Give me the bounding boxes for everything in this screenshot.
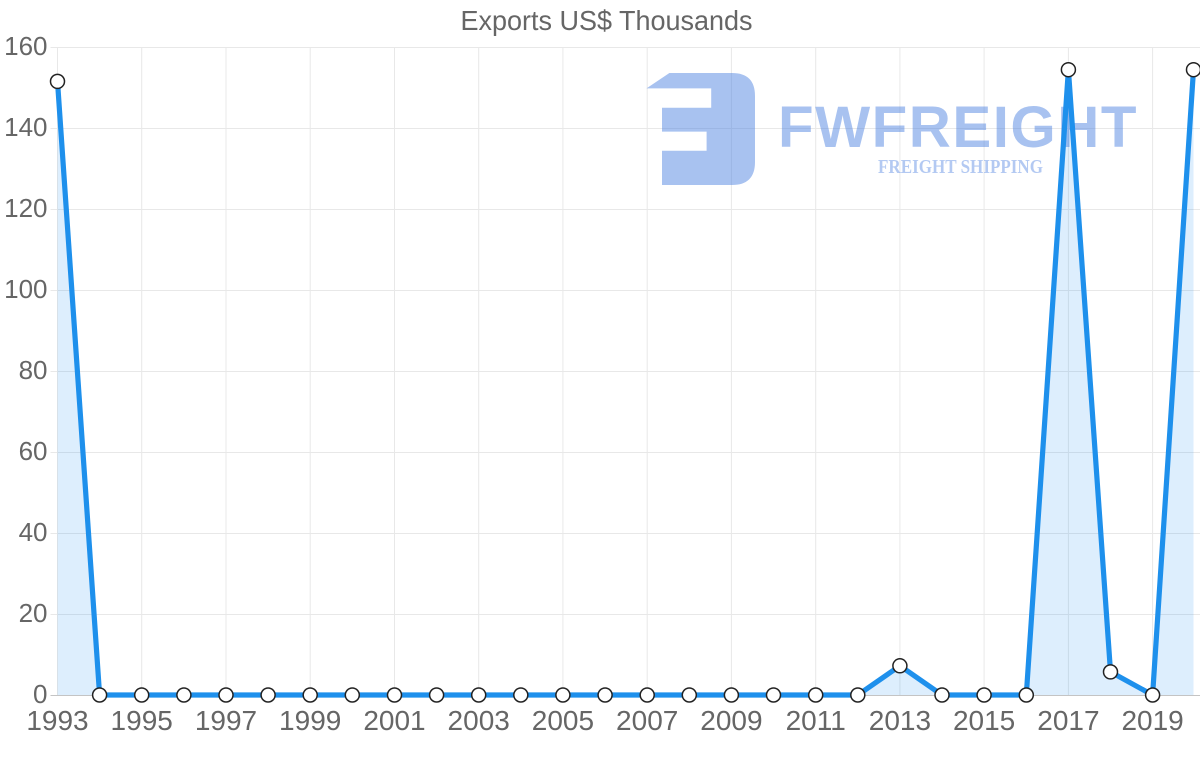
svg-text:140: 140 <box>4 112 47 142</box>
svg-text:FREIGHT SHIPPING: FREIGHT SHIPPING <box>878 156 1043 178</box>
svg-text:1993: 1993 <box>26 705 88 736</box>
svg-text:1997: 1997 <box>195 705 257 736</box>
svg-text:2015: 2015 <box>953 705 1015 736</box>
svg-text:60: 60 <box>19 436 48 466</box>
svg-text:2007: 2007 <box>616 705 678 736</box>
svg-text:2001: 2001 <box>363 705 425 736</box>
svg-text:160: 160 <box>4 31 47 61</box>
svg-text:120: 120 <box>4 193 47 223</box>
svg-text:40: 40 <box>19 517 48 547</box>
svg-text:0: 0 <box>33 679 47 709</box>
svg-text:1995: 1995 <box>111 705 173 736</box>
svg-text:2017: 2017 <box>1037 705 1099 736</box>
svg-text:FWFREIGHT: FWFREIGHT <box>778 95 1138 160</box>
svg-text:Exports US$ Thousands: Exports US$ Thousands <box>461 5 753 36</box>
svg-text:2011: 2011 <box>786 705 846 736</box>
svg-text:1999: 1999 <box>279 705 341 736</box>
svg-text:2009: 2009 <box>700 705 762 736</box>
svg-text:2005: 2005 <box>532 705 594 736</box>
svg-text:100: 100 <box>4 274 47 304</box>
svg-text:20: 20 <box>19 598 48 628</box>
svg-text:2019: 2019 <box>1121 705 1183 736</box>
svg-text:2013: 2013 <box>869 705 931 736</box>
svg-text:80: 80 <box>19 355 48 385</box>
svg-text:2003: 2003 <box>448 705 510 736</box>
